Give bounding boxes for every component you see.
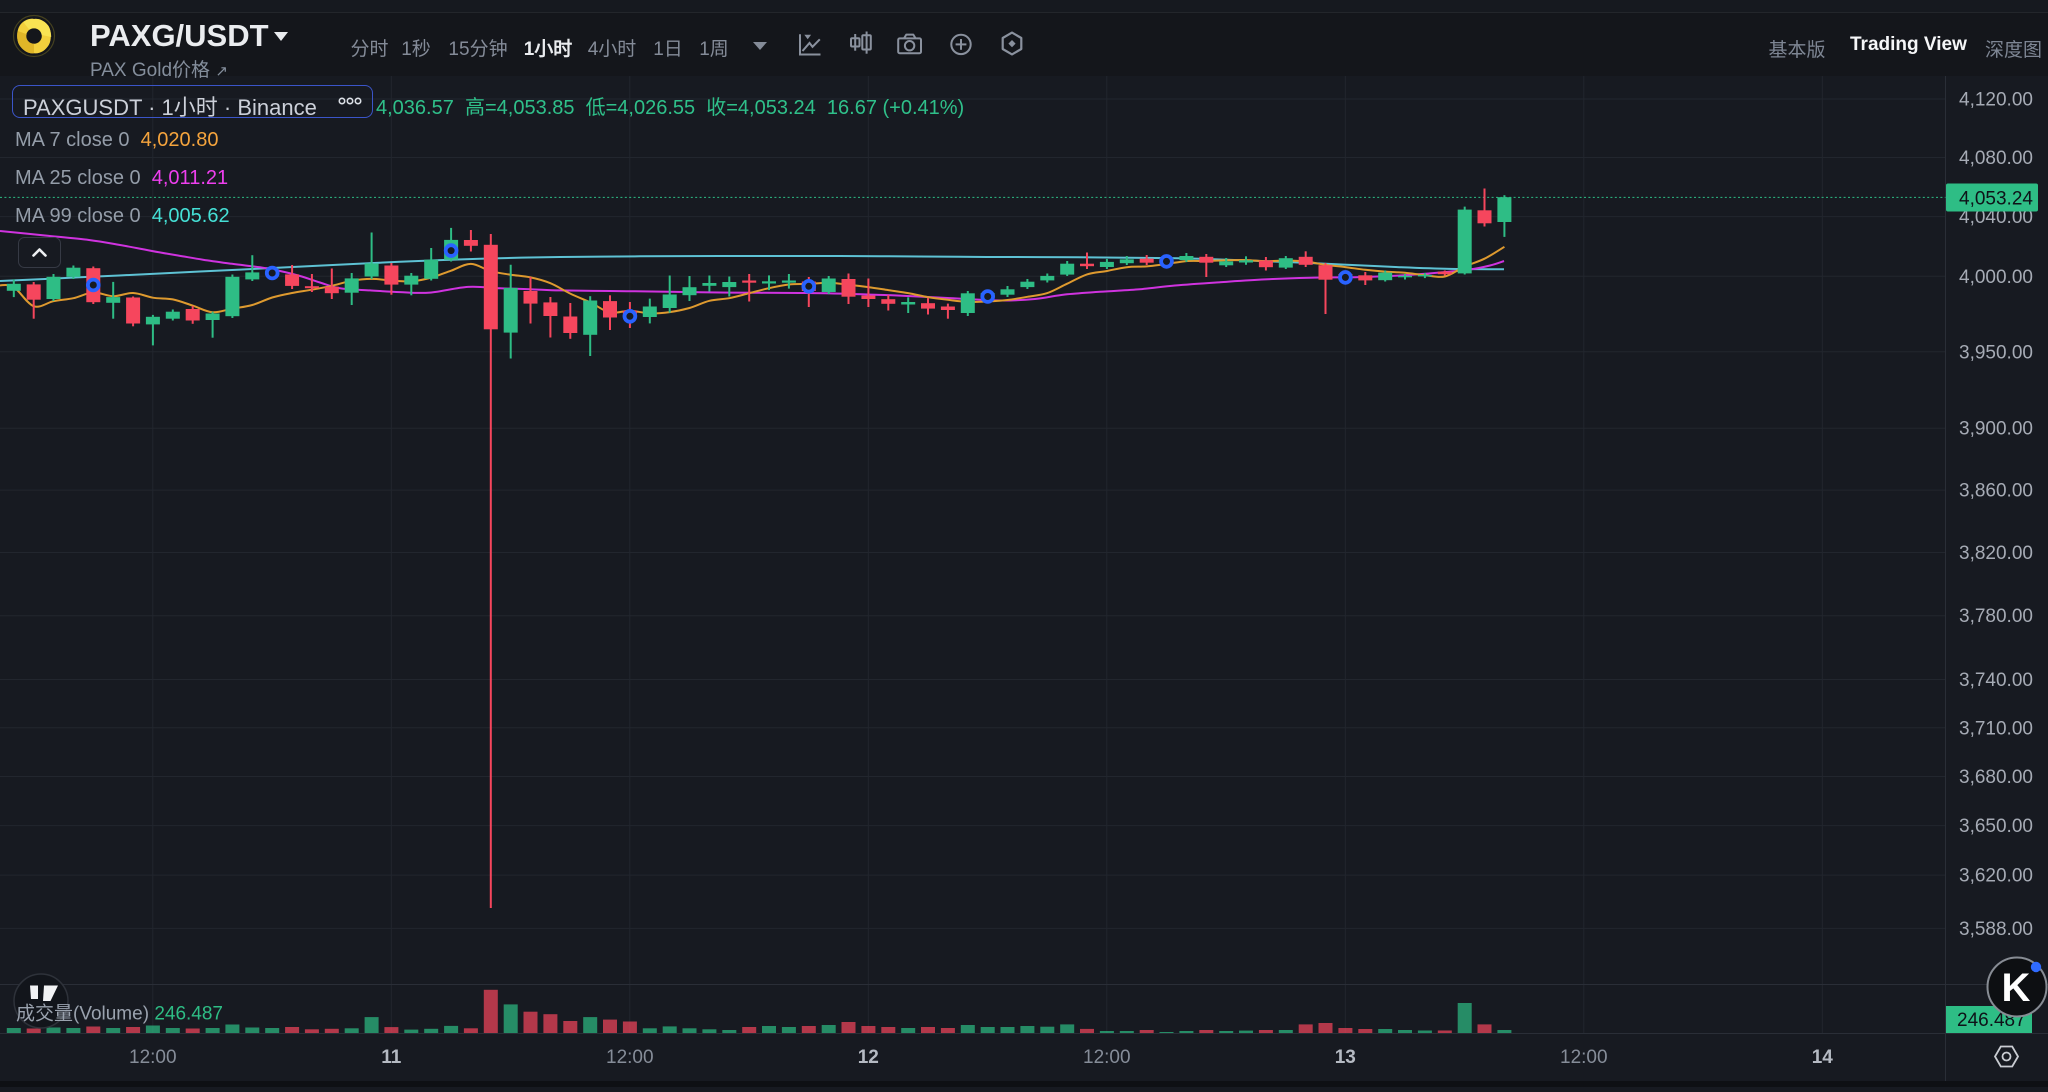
svg-text:4,053.24: 4,053.24 <box>1959 189 2033 210</box>
svg-text:13: 13 <box>1335 1047 1356 1068</box>
svg-text:3,650.00: 3,650.00 <box>1959 816 2033 837</box>
svg-text:3,710.00: 3,710.00 <box>1959 718 2033 739</box>
svg-text:4,000.00: 4,000.00 <box>1959 267 2033 288</box>
svg-text:3,740.00: 3,740.00 <box>1959 670 2033 691</box>
svg-text:11: 11 <box>381 1047 402 1068</box>
svg-text:K: K <box>2002 966 2031 1010</box>
svg-text:3,950.00: 3,950.00 <box>1959 342 2033 363</box>
svg-text:4,120.00: 4,120.00 <box>1959 90 2033 111</box>
svg-text:3,680.00: 3,680.00 <box>1959 767 2033 788</box>
svg-text:12:00: 12:00 <box>1083 1047 1131 1068</box>
svg-text:12: 12 <box>858 1047 879 1068</box>
svg-text:3,588.00: 3,588.00 <box>1959 919 2033 940</box>
svg-text:3,780.00: 3,780.00 <box>1959 606 2033 627</box>
svg-text:3,900.00: 3,900.00 <box>1959 419 2033 440</box>
svg-text:14: 14 <box>1812 1047 1834 1068</box>
svg-text:4,080.00: 4,080.00 <box>1959 148 2033 169</box>
svg-text:成交量(Volume) 246.487: 成交量(Volume) 246.487 <box>16 1003 223 1025</box>
svg-text:12:00: 12:00 <box>606 1047 654 1068</box>
svg-text:3,820.00: 3,820.00 <box>1959 543 2033 564</box>
svg-text:12:00: 12:00 <box>1560 1047 1608 1068</box>
svg-text:4,040.00: 4,040.00 <box>1959 207 2033 228</box>
svg-text:12:00: 12:00 <box>129 1047 177 1068</box>
svg-text:3,860.00: 3,860.00 <box>1959 481 2033 502</box>
svg-text:3,620.00: 3,620.00 <box>1959 866 2033 887</box>
